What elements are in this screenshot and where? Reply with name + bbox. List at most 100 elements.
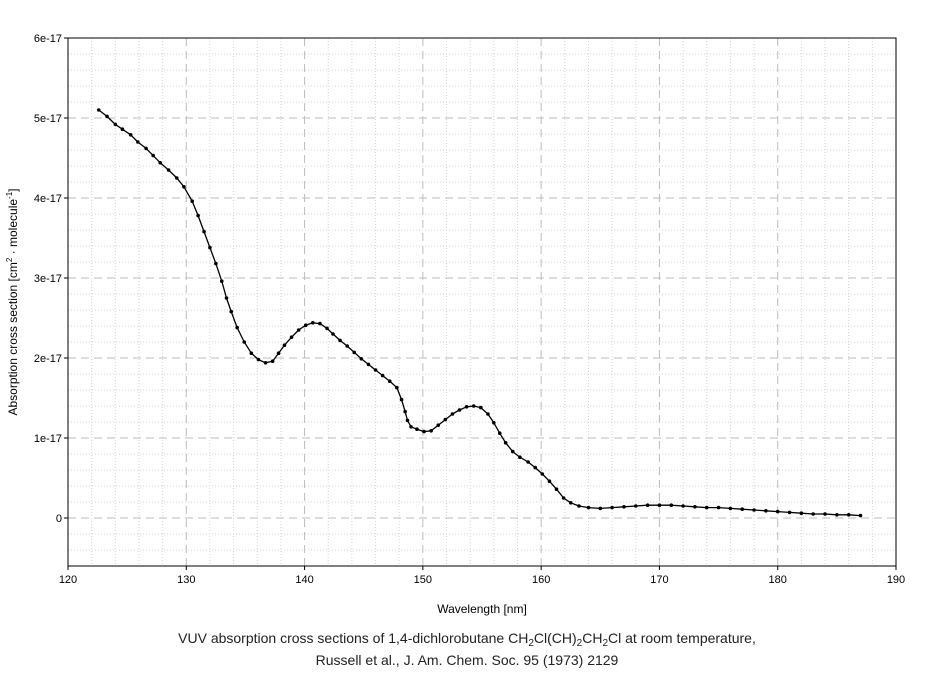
data-point <box>399 397 404 402</box>
data-point <box>289 335 294 340</box>
y-tick-label: 1e-17 <box>34 433 62 445</box>
data-point <box>503 441 508 445</box>
data-point <box>373 368 378 372</box>
data-point <box>704 505 709 510</box>
data-point <box>151 153 155 158</box>
data-point <box>693 505 697 509</box>
x-tick-label: 190 <box>887 574 905 586</box>
data-point <box>120 127 125 131</box>
data-point <box>577 504 581 508</box>
data-point <box>359 357 364 361</box>
data-point <box>471 404 476 408</box>
data-point <box>752 508 756 512</box>
data-point <box>144 146 148 151</box>
data-point <box>775 509 780 514</box>
x-tick-label: 170 <box>650 574 668 586</box>
data-point <box>182 185 186 189</box>
data-series <box>96 108 863 518</box>
data-point <box>249 351 254 356</box>
caption-text-mid-2: CH <box>582 630 603 646</box>
y-axis-title-post: ] <box>6 188 20 191</box>
data-point <box>429 429 433 433</box>
caption-text-mid-1: Cl(CH) <box>533 630 577 646</box>
x-axis-title: Wavelength [nm] <box>437 602 527 616</box>
data-point <box>422 429 426 434</box>
data-point <box>135 140 140 144</box>
data-point <box>175 176 179 180</box>
y-axis-title-sup2: -1 <box>5 191 14 199</box>
caption-sub-2: 2 <box>576 638 583 649</box>
data-point <box>492 421 496 425</box>
data-point <box>380 373 385 378</box>
data-point <box>533 465 538 470</box>
data-point <box>352 350 357 355</box>
data-point <box>224 296 229 300</box>
data-point <box>403 409 407 414</box>
x-tick-label: 140 <box>295 574 313 586</box>
data-point <box>858 513 863 518</box>
chart-caption-line-2: Russell et al., J. Am. Chem. Soc. 95 (19… <box>315 652 619 668</box>
x-tick-label: 130 <box>177 574 195 586</box>
data-point <box>296 328 301 332</box>
x-tick-label: 120 <box>59 574 77 586</box>
x-tick-label: 160 <box>532 574 550 586</box>
y-tick-label: 6e-17 <box>34 33 62 45</box>
data-point <box>208 245 212 250</box>
data-point <box>633 504 638 508</box>
y-axis-ticks: 0 1e-17 2e-17 3e-17 4e-17 5e-17 6e-17 <box>34 33 68 525</box>
data-point <box>113 122 118 127</box>
data-point <box>586 505 591 510</box>
data-point <box>409 425 413 429</box>
plot-frame <box>67 37 897 567</box>
data-point <box>568 501 573 505</box>
data-point <box>728 506 733 511</box>
y-axis-title: Absorption cross section [cm2 · molecule… <box>5 188 20 415</box>
data-point <box>345 344 349 348</box>
data-point <box>214 261 218 266</box>
y-axis-title-mid: · molecule <box>6 199 20 258</box>
series-line <box>98 109 861 517</box>
data-point <box>450 412 455 416</box>
data-point <box>405 418 410 423</box>
data-point <box>518 455 522 460</box>
data-point <box>415 427 419 432</box>
data-point <box>610 505 614 510</box>
data-point <box>669 503 674 508</box>
data-point <box>331 332 335 336</box>
data-point <box>622 505 626 509</box>
y-tick-label: 2e-17 <box>34 353 62 365</box>
x-tick-label: 180 <box>769 574 787 586</box>
data-point <box>716 505 721 510</box>
data-point <box>799 511 804 515</box>
data-point <box>540 472 545 476</box>
data-point <box>190 199 194 203</box>
data-point <box>202 229 206 234</box>
y-tick-label: 5e-17 <box>34 113 62 125</box>
data-point <box>395 385 399 390</box>
major-gridlines <box>68 38 896 566</box>
data-point <box>282 343 287 348</box>
caption-sub-1: 2 <box>528 638 534 649</box>
data-point <box>486 412 490 416</box>
data-point <box>311 321 315 325</box>
data-point <box>846 513 851 517</box>
data-point <box>811 512 815 516</box>
data-point <box>387 379 392 384</box>
data-point <box>338 338 342 343</box>
data-point <box>547 479 552 484</box>
data-point <box>196 213 200 218</box>
data-point <box>325 326 329 331</box>
chart-caption-line-1: VUV absorption cross sections of 1,4-dic… <box>0 630 934 649</box>
data-point <box>497 431 502 436</box>
data-point <box>256 357 261 362</box>
caption-sub-3: 2 <box>602 638 609 649</box>
data-point <box>105 114 109 119</box>
data-point <box>823 512 827 516</box>
y-axis-title-pre: Absorption cross section [cm <box>6 262 20 415</box>
data-point <box>96 108 101 112</box>
data-point <box>235 325 239 330</box>
data-point <box>526 460 530 464</box>
data-point <box>457 408 462 412</box>
data-point <box>764 509 768 513</box>
